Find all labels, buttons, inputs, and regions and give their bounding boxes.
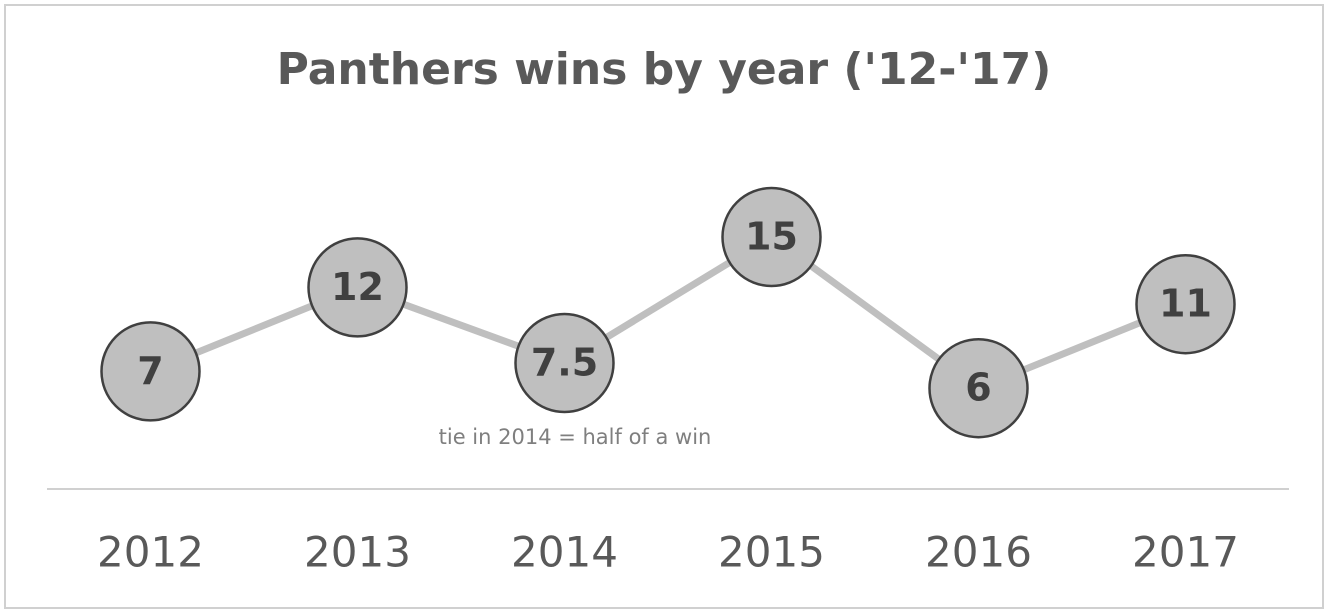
chart-title: Panthers wins by year ('12-'17) (277, 44, 1052, 95)
marker (721, 186, 822, 288)
x-tick-label: 2013 (304, 528, 411, 577)
data-label: 7 (137, 349, 163, 393)
annotation: tie in 2014 = half of a win (439, 425, 712, 449)
x-tick-label: 2012 (97, 528, 204, 577)
x-tick-label: 2014 (511, 528, 618, 577)
x-tick-label: 2015 (718, 528, 825, 577)
data-label: 15 (745, 215, 798, 259)
data-label: 11 (1159, 282, 1212, 326)
x-tick-label: 2017 (1132, 528, 1239, 577)
marker (514, 312, 615, 414)
marker (1135, 253, 1236, 355)
marker (100, 321, 201, 422)
data-label: 12 (331, 265, 384, 309)
x-tick-label: 2016 (925, 528, 1032, 577)
data-label: 6 (965, 366, 991, 410)
data-label: 7.5 (531, 341, 598, 385)
marker (928, 337, 1029, 439)
marker (307, 237, 408, 338)
